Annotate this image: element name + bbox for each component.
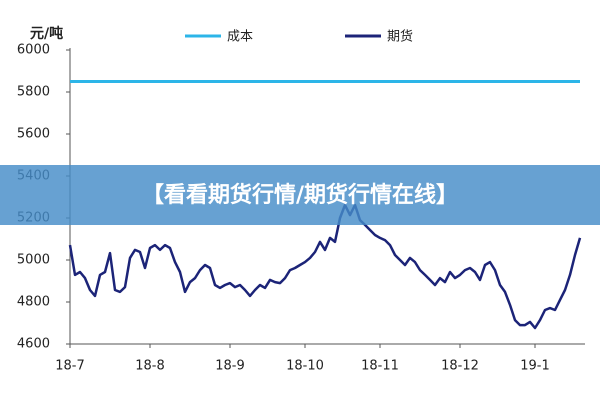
x-tick-label: 18-10 xyxy=(286,359,324,374)
y-axis-label: 元/吨 xyxy=(30,25,63,42)
y-tick-label: 6000 xyxy=(17,43,50,58)
y-tick-label: 4600 xyxy=(17,337,50,352)
y-tick-label: 5000 xyxy=(17,253,50,268)
legend-label: 期货 xyxy=(387,29,413,45)
y-tick-label: 4800 xyxy=(17,295,50,310)
banner-band xyxy=(0,165,600,225)
y-tick-label: 5800 xyxy=(17,85,50,100)
x-tick-label: 18-12 xyxy=(441,359,479,374)
banner-text: 【看看期货行情/期货行情在线】 xyxy=(142,182,458,208)
x-tick-label: 18-11 xyxy=(361,359,399,374)
x-tick-label: 18-9 xyxy=(215,359,245,374)
x-tick-label: 19-1 xyxy=(520,359,550,374)
x-tick-label: 18-7 xyxy=(55,359,85,374)
legend-label: 成本 xyxy=(227,30,253,45)
series-line xyxy=(68,203,582,330)
y-tick-label: 5600 xyxy=(17,127,50,142)
x-tick-label: 18-8 xyxy=(135,359,165,374)
